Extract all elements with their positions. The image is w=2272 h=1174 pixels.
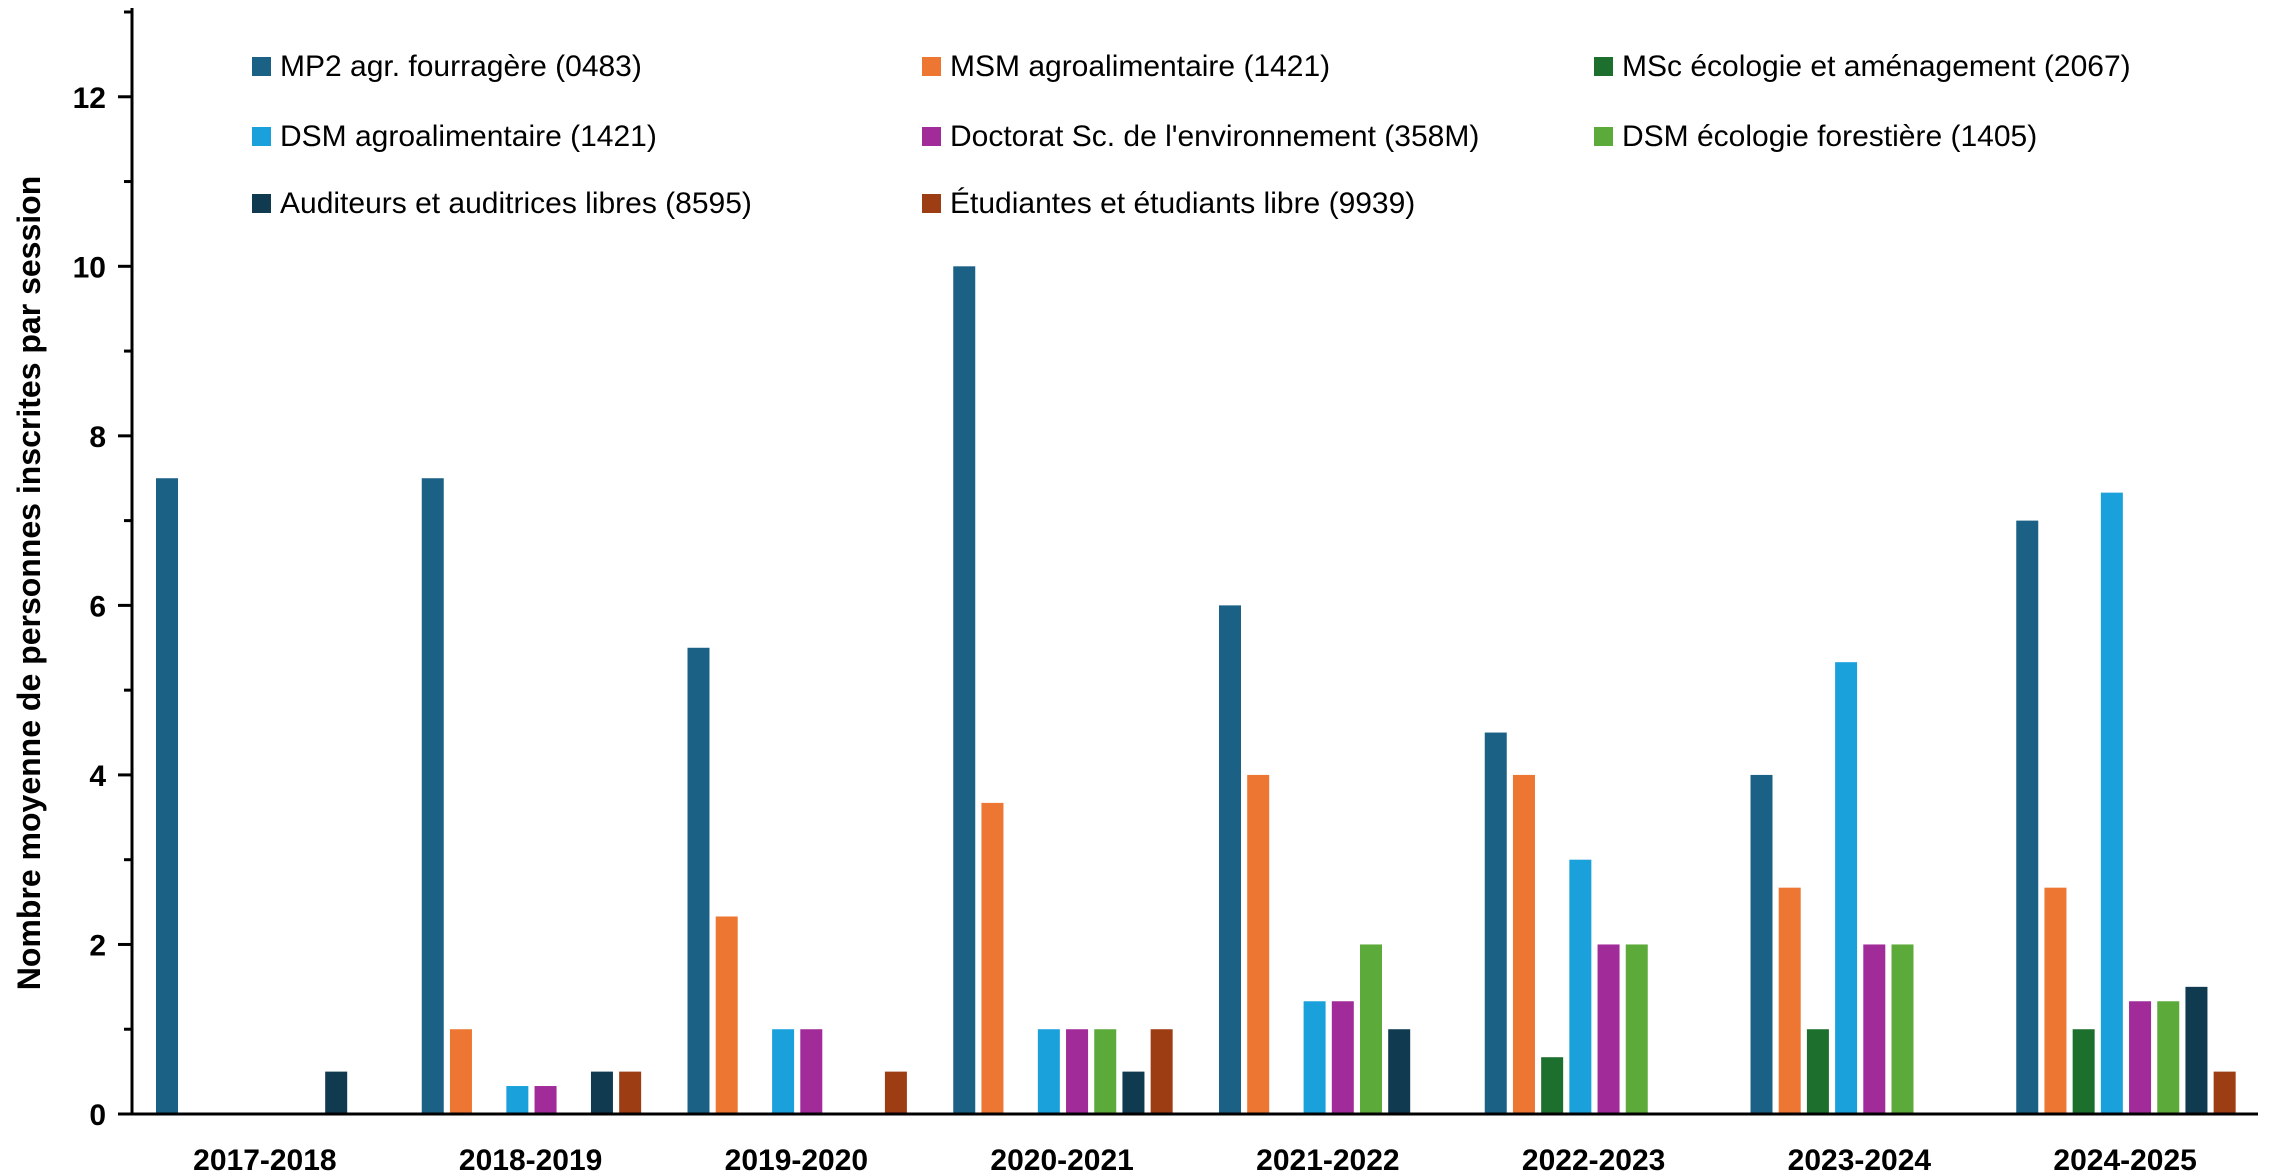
legend-swatch bbox=[1594, 127, 1613, 146]
y-tick-label: 0 bbox=[89, 1099, 106, 1132]
bar-2-2022-2023 bbox=[1512, 774, 1535, 1114]
bar-7-2021-2022 bbox=[1388, 1029, 1411, 1114]
bar-6-2022-2023 bbox=[1625, 944, 1648, 1114]
x-tick-label: 2024-2025 bbox=[2053, 1144, 2196, 1174]
bars-group bbox=[156, 266, 2236, 1114]
bar-5-2023-2024 bbox=[1863, 944, 1886, 1114]
bar-7-2020-2021 bbox=[1122, 1071, 1145, 1114]
bar-5-2018-2019 bbox=[534, 1086, 557, 1114]
x-tick-label: 2020-2021 bbox=[990, 1144, 1133, 1174]
x-tick-label: 2019-2020 bbox=[725, 1144, 868, 1174]
bar-8-2024-2025 bbox=[2213, 1071, 2236, 1114]
bar-2-2020-2021 bbox=[981, 802, 1004, 1114]
bar-6-2024-2025 bbox=[2157, 1001, 2180, 1114]
y-tick-label: 12 bbox=[73, 82, 106, 115]
legend-swatch bbox=[252, 127, 271, 146]
legend-swatch bbox=[922, 194, 941, 213]
bar-5-2024-2025 bbox=[2129, 1001, 2152, 1114]
bar-3-2022-2023 bbox=[1541, 1057, 1564, 1114]
bar-8-2019-2020 bbox=[884, 1071, 907, 1114]
y-axis-title: Nombre moyenne de personnes inscrites pa… bbox=[11, 176, 47, 991]
y-tick-label: 4 bbox=[89, 760, 106, 793]
bar-1-2021-2022 bbox=[1219, 605, 1241, 1114]
y-tick-label: 6 bbox=[89, 590, 106, 623]
legend-label: MSM agroalimentaire (1421) bbox=[950, 50, 1330, 83]
bar-1-2019-2020 bbox=[687, 647, 710, 1114]
bar-1-2020-2021 bbox=[953, 266, 976, 1114]
bar-2-2018-2019 bbox=[449, 1029, 472, 1114]
legend-label: DSM agroalimentaire (1421) bbox=[280, 120, 657, 153]
bar-8-2020-2021 bbox=[1150, 1029, 1173, 1114]
bar-2-2019-2020 bbox=[715, 916, 738, 1114]
bar-4-2021-2022 bbox=[1303, 1001, 1326, 1114]
bar-3-2024-2025 bbox=[2072, 1029, 2095, 1114]
bar-4-2018-2019 bbox=[506, 1086, 529, 1114]
x-tick-label: 2018-2019 bbox=[459, 1144, 602, 1174]
bar-1-2017-2018 bbox=[156, 478, 178, 1114]
y-tick-label: 2 bbox=[89, 929, 106, 962]
legend-swatch bbox=[922, 57, 941, 76]
bar-6-2021-2022 bbox=[1360, 944, 1382, 1114]
bar-4-2022-2023 bbox=[1569, 859, 1592, 1114]
bar-7-2017-2018 bbox=[325, 1071, 348, 1114]
legend-label: Doctorat Sc. de l'environnement (358M) bbox=[950, 120, 1479, 153]
axes-group: 2017-2018 2018-2019 2019-2020 2020-2021 2021… bbox=[11, 8, 2258, 1174]
legend-swatch bbox=[252, 57, 271, 76]
y-tick-label: 10 bbox=[73, 251, 106, 284]
x-tick-label: 2023-2024 bbox=[1788, 1144, 1932, 1174]
bar-1-2018-2019 bbox=[421, 478, 444, 1114]
bar-7-2018-2019 bbox=[590, 1071, 613, 1114]
bar-1-2022-2023 bbox=[1484, 732, 1507, 1114]
legend-label: Étudiantes et étudiants libre (9939) bbox=[950, 187, 1415, 220]
bar-5-2022-2023 bbox=[1597, 944, 1620, 1114]
legend-swatch bbox=[252, 194, 271, 213]
legend-label: Auditeurs et auditrices libres (8595) bbox=[280, 187, 752, 220]
legend-swatch bbox=[1594, 57, 1613, 76]
legend-label: MSc écologie et aménagement (2067) bbox=[1622, 50, 2131, 83]
bar-3-2023-2024 bbox=[1806, 1029, 1829, 1114]
bar-1-2024-2025 bbox=[2016, 520, 2039, 1114]
x-tick-label: 2017-2018 bbox=[193, 1144, 336, 1174]
legend-label: DSM écologie forestière (1405) bbox=[1622, 120, 2037, 153]
bar-5-2019-2020 bbox=[800, 1029, 823, 1114]
bar-7-2024-2025 bbox=[2185, 986, 2208, 1114]
legend-swatch bbox=[922, 127, 941, 146]
bar-2-2023-2024 bbox=[1778, 887, 1801, 1114]
bar-4-2019-2020 bbox=[772, 1029, 795, 1114]
bar-1-2023-2024 bbox=[1750, 774, 1773, 1114]
bar-8-2018-2019 bbox=[619, 1071, 642, 1114]
bar-5-2021-2022 bbox=[1331, 1001, 1354, 1114]
bar-4-2024-2025 bbox=[2100, 492, 2123, 1114]
y-tick-label: 8 bbox=[89, 421, 106, 454]
bar-2-2021-2022 bbox=[1247, 774, 1270, 1114]
bar-6-2020-2021 bbox=[1094, 1029, 1117, 1114]
legend: MP2 agr. fourragère (0483) MSM agroalimen… bbox=[252, 50, 2131, 220]
bar-2-2024-2025 bbox=[2044, 887, 2067, 1114]
x-tick-label: 2022-2023 bbox=[1522, 1144, 1665, 1174]
legend-label: MP2 agr. fourragère (0483) bbox=[280, 50, 642, 83]
bar-4-2020-2021 bbox=[1037, 1029, 1060, 1114]
bar-6-2023-2024 bbox=[1891, 944, 1914, 1114]
bar-4-2023-2024 bbox=[1835, 662, 1858, 1114]
x-tick-label: 2021-2022 bbox=[1256, 1144, 1399, 1174]
bar-5-2020-2021 bbox=[1066, 1029, 1089, 1114]
